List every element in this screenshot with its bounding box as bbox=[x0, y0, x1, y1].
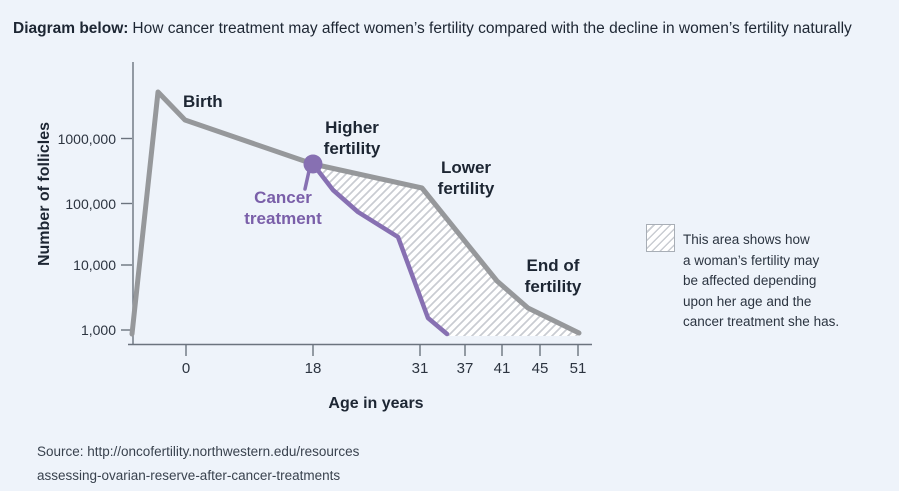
x-tick-18: 18 bbox=[304, 360, 322, 377]
annotation-lower-fertility: Lower fertility bbox=[437, 158, 495, 198]
legend-hatch-swatch bbox=[646, 224, 675, 252]
annotation-birth: Birth bbox=[183, 92, 223, 111]
y-tick-100000: 100,000 bbox=[65, 195, 116, 212]
page-title: Diagram below: How cancer treatment may a… bbox=[13, 20, 852, 38]
y-tick-10000: 10,000 bbox=[73, 257, 116, 273]
affected-area bbox=[313, 164, 579, 336]
title-prefix: Diagram below: bbox=[13, 20, 129, 37]
annotation-higher-fertility: Higher fertility bbox=[323, 118, 381, 158]
legend-line: cancer treatment she has. bbox=[683, 314, 840, 329]
x-tick-0: 0 bbox=[181, 360, 191, 377]
legend-line: upon her age and the bbox=[683, 293, 812, 309]
treatment-decline-line bbox=[310, 161, 450, 337]
title-text: How cancer treatment may affect women’s … bbox=[132, 20, 852, 37]
source-line-2: assessing-ovarian-reserve-after-cancer-t… bbox=[37, 467, 341, 483]
y-axis-ticks bbox=[121, 137, 132, 331]
source-line-1: Source: http://oncofertility.northwester… bbox=[37, 444, 360, 459]
x-axis-title: Age in years bbox=[328, 395, 424, 412]
annotation-cancer-treatment: Cancer treatment bbox=[244, 188, 322, 228]
x-tick-41: 41 bbox=[493, 360, 511, 377]
axes bbox=[121, 62, 592, 356]
source-citation: Source: http://oncofertility.northwester… bbox=[37, 440, 359, 487]
legend-text: This area shows how a woman’s fertility … bbox=[683, 230, 839, 333]
y-tick-1000: 1,000 bbox=[80, 322, 116, 338]
x-tick-45: 45 bbox=[531, 360, 549, 377]
annotation-end-of-fertility: End of fertility bbox=[524, 256, 582, 296]
natural-decline-line bbox=[129, 89, 582, 337]
legend-line: This area shows how bbox=[683, 232, 810, 247]
x-tick-37: 37 bbox=[456, 360, 474, 377]
legend-line: a woman’s fertility may bbox=[683, 252, 820, 268]
legend-line: be affected depending bbox=[683, 273, 817, 288]
cancer-treatment-pointer bbox=[303, 169, 311, 191]
x-tick-31: 31 bbox=[411, 360, 429, 377]
y-tick-1000000: 1000,000 bbox=[57, 130, 116, 147]
x-axis-ticks bbox=[185, 345, 579, 356]
x-tick-51: 51 bbox=[569, 360, 587, 377]
cancer-treatment-point bbox=[303, 154, 323, 174]
y-axis-title: Number of follicles bbox=[36, 121, 53, 267]
